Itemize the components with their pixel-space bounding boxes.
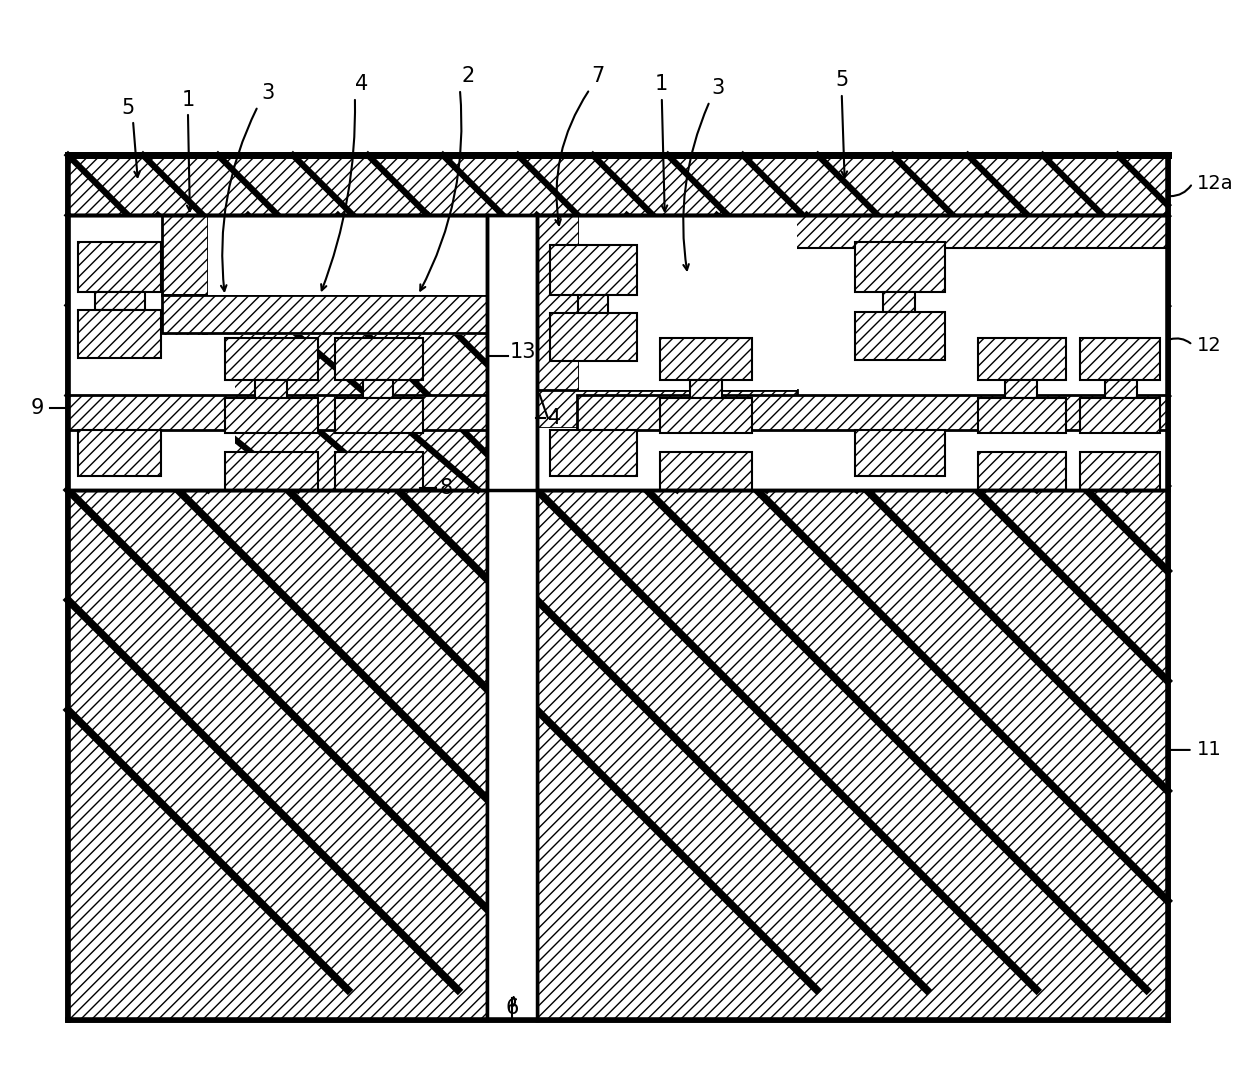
Bar: [162, 248, 487, 295]
Bar: [854, 242, 945, 292]
Text: 13: 13: [510, 342, 537, 362]
Bar: [208, 295, 487, 335]
Bar: [95, 292, 145, 310]
Bar: [549, 313, 637, 361]
Text: 4: 4: [548, 408, 560, 428]
Text: 1: 1: [181, 90, 195, 110]
Text: 12: 12: [1197, 336, 1221, 355]
Bar: [335, 398, 423, 433]
Text: 5: 5: [122, 98, 135, 119]
Bar: [162, 215, 208, 295]
Bar: [487, 215, 537, 1020]
Text: 7: 7: [591, 66, 604, 87]
Text: 11: 11: [1197, 741, 1221, 759]
Bar: [660, 338, 751, 381]
Bar: [78, 242, 161, 292]
Bar: [537, 390, 797, 428]
Bar: [335, 452, 423, 490]
Bar: [577, 396, 1168, 430]
Bar: [883, 292, 915, 312]
Bar: [68, 155, 1168, 1020]
Text: 2: 2: [461, 66, 475, 87]
Bar: [68, 215, 162, 490]
Bar: [549, 430, 637, 476]
Text: 9: 9: [31, 398, 43, 418]
Bar: [537, 215, 1168, 490]
Text: 8: 8: [440, 478, 453, 498]
Bar: [537, 490, 1168, 1020]
Text: 3: 3: [711, 78, 724, 98]
Bar: [549, 245, 637, 295]
Bar: [1080, 452, 1159, 490]
Bar: [363, 381, 393, 398]
Bar: [1080, 398, 1159, 433]
Bar: [335, 338, 423, 381]
Text: 4: 4: [355, 74, 368, 94]
Bar: [579, 215, 797, 390]
Bar: [854, 430, 945, 476]
Bar: [660, 398, 751, 433]
Bar: [977, 452, 1065, 490]
Bar: [1004, 381, 1037, 398]
Bar: [854, 312, 945, 360]
Bar: [78, 310, 161, 358]
Text: 12a: 12a: [1197, 173, 1234, 192]
Bar: [537, 215, 1168, 248]
Bar: [977, 398, 1065, 433]
Bar: [78, 430, 161, 476]
Bar: [660, 452, 751, 490]
Bar: [537, 215, 579, 420]
Bar: [224, 452, 317, 490]
Bar: [68, 155, 1168, 215]
Bar: [689, 381, 722, 398]
Bar: [255, 381, 286, 398]
Text: 1: 1: [655, 74, 668, 94]
Text: 6: 6: [505, 997, 518, 1018]
Text: 5: 5: [835, 71, 848, 90]
Bar: [68, 215, 487, 490]
Text: 3: 3: [262, 83, 274, 103]
Bar: [578, 295, 608, 313]
Bar: [537, 215, 1168, 490]
Bar: [68, 490, 487, 1020]
Bar: [162, 295, 487, 334]
Bar: [977, 338, 1065, 381]
Bar: [1105, 381, 1137, 398]
Bar: [162, 335, 234, 490]
Bar: [224, 398, 317, 433]
Bar: [537, 215, 1168, 490]
Bar: [68, 396, 487, 430]
Bar: [208, 215, 487, 295]
Bar: [68, 215, 487, 490]
Bar: [537, 428, 797, 490]
Bar: [224, 338, 317, 381]
Bar: [1080, 338, 1159, 381]
